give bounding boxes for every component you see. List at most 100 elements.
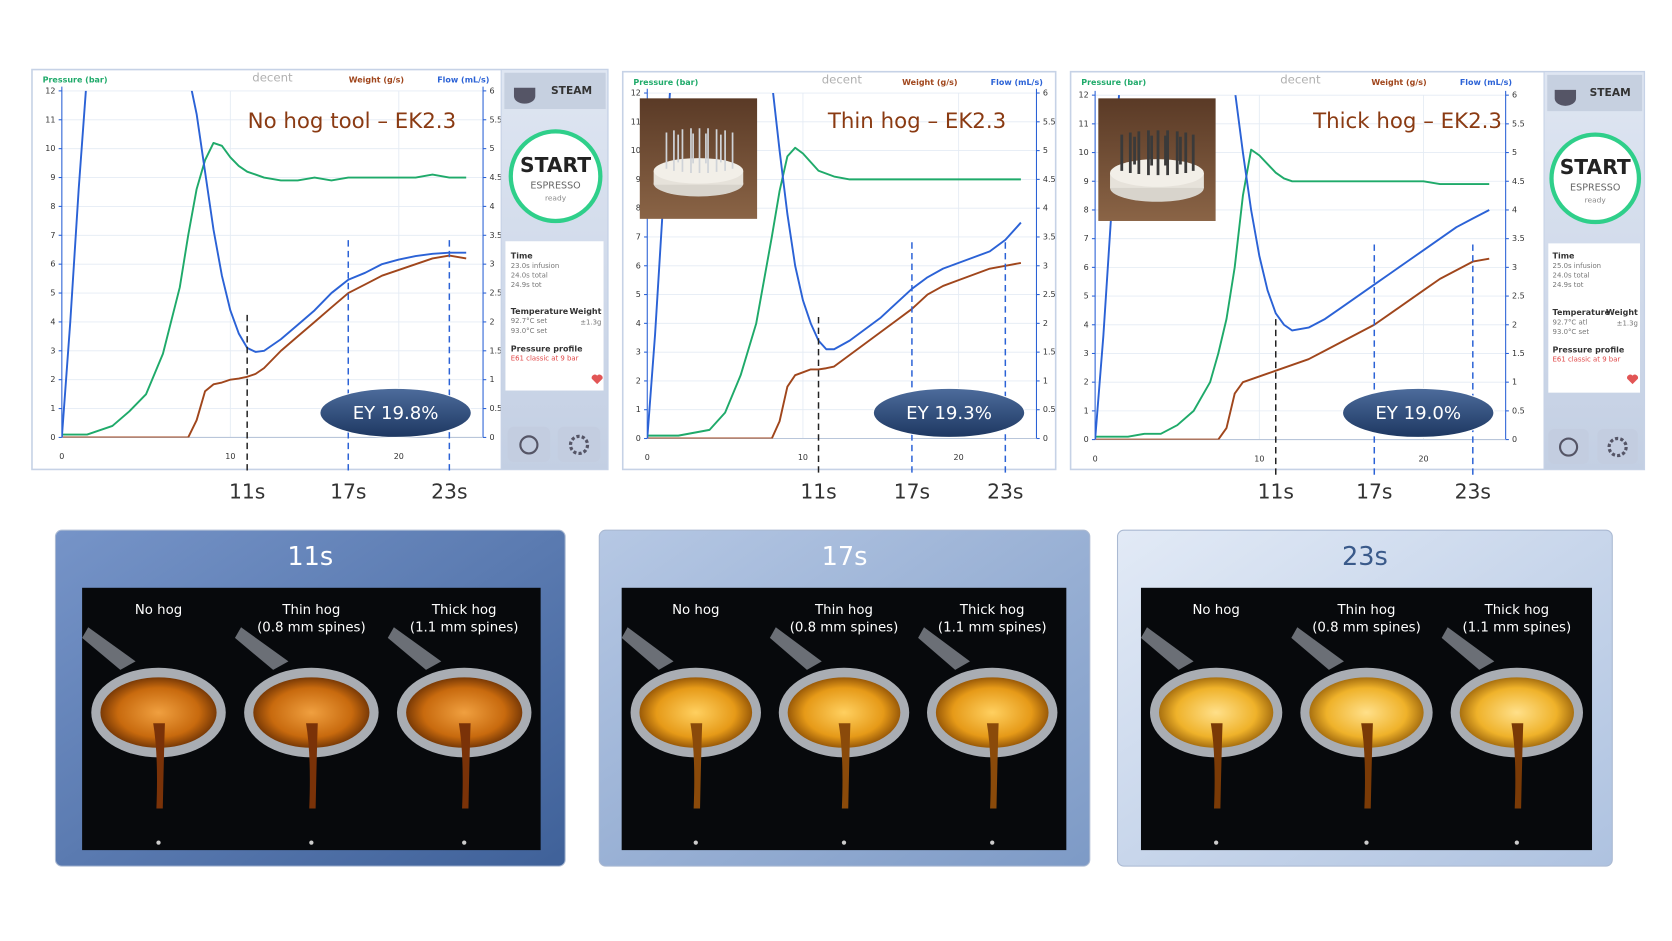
y2-tick-label: 0 [1512,435,1517,444]
stream [1361,723,1373,809]
cup-icon [513,87,536,104]
y-tick-label: 11 [631,117,641,126]
panel-title: 11s [287,542,333,572]
time-marker-label: 11s [1258,479,1294,503]
info-line: ±1.3g [1617,319,1638,327]
portafilter-handle [387,627,442,670]
y-tick-label: 4 [636,319,641,328]
start-label: START [520,153,591,177]
crema [935,677,1049,748]
start-button[interactable] [1549,132,1642,225]
y-tick-label: 7 [636,232,641,241]
stream [1511,723,1524,809]
legend-label: Flow (mL/s) [991,78,1043,87]
series-line [647,146,1021,437]
info-line: 92.7°C atl [1553,318,1588,326]
x-tick-label: 0 [1093,454,1098,463]
ey-label: EY 19.3% [906,403,992,424]
info-line: 93.0°C set [1553,328,1590,336]
y-tick-label: 3 [1084,349,1089,358]
start-button[interactable] [508,129,603,224]
y2-tick-label: 4 [489,202,494,211]
chart-title: No hog tool – EK2.3 [248,109,457,134]
legend-label: Pressure (bar) [1081,78,1146,87]
y2-tick-label: 3 [1512,263,1517,272]
series-line [647,261,1022,439]
portafilter-handle [1291,627,1344,670]
plots: 012345678910111200.511.522.533.544.555.5… [43,71,1525,504]
info-box [1548,243,1641,393]
y2-tick-label: 5.5 [1043,117,1056,126]
ey-badge [319,387,472,438]
crema [100,677,217,748]
y-tick-label: 8 [50,202,55,211]
y-tick-label: 8 [636,204,641,213]
y-tick-label: 10 [45,144,55,153]
info-line: 24.9s tot [511,281,542,289]
photo-caption-sub: (1.1 mm spines) [1463,620,1572,635]
portafilter-handle [1140,627,1194,670]
crema [253,677,370,748]
y-tick-label: 5 [1084,292,1089,301]
y-tick-label: 12 [1079,91,1089,100]
y2-tick-label: 3.5 [1043,232,1056,241]
y-tick-label: 5 [636,290,641,299]
x-tick-label: 10 [1254,454,1264,463]
info-line: 23.0s infusion [511,262,560,270]
series-line [1095,148,1490,438]
y2-tick-label: 4 [1512,205,1517,214]
crema [406,677,523,748]
heart-icon [1627,374,1639,385]
chart-title: Thin hog – EK2.3 [827,109,1006,134]
power-button[interactable] [1548,428,1589,465]
info-line: E61 classic at 9 bar [511,355,579,363]
cup-rim [156,840,161,845]
x-tick-label: 20 [1418,454,1428,463]
y2-tick-label: 2 [1043,319,1048,328]
cup-rim [309,840,314,845]
stream [1210,723,1223,809]
cup-rim [462,840,467,845]
settings-button[interactable] [557,426,601,462]
info-line: 24.9s tot [1553,281,1584,289]
portafilter-handle [918,627,970,670]
info-line: 24.0s total [1553,271,1590,279]
watermark: decent [252,71,293,85]
power-button[interactable] [507,426,551,462]
photo-caption: Thin hog [1337,603,1396,618]
y2-tick-label: 3 [489,260,494,269]
stream [458,723,471,809]
heart-icon [591,374,603,385]
info-title: Weight [1606,308,1638,317]
mode-label: ESPRESSO [530,180,580,191]
ey-badge [872,387,1026,438]
y2-tick-label: 0 [489,433,494,442]
portafilter-handle [1441,627,1495,670]
info-line: E61 classic at 9 bar [1553,356,1621,364]
y2-tick-label: 1.5 [1043,348,1056,357]
photo-panel: 11s No hog Thin hog (0.8 mm spines) Thick ho… [54,529,566,867]
ey-label: EY 19.0% [1375,403,1461,424]
series-line [61,141,467,436]
portafilter-handle [769,627,822,670]
y-tick-label: 7 [50,231,55,240]
stream [690,723,703,809]
y2-tick-label: 0.5 [1512,406,1525,415]
steam-label: STEAM [551,84,592,97]
mode-label: ESPRESSO [1570,182,1620,193]
panel-title: 17s [822,542,868,572]
y2-tick-label: 0.5 [1043,405,1056,414]
watermark: decent [1280,73,1321,87]
cup-rim [1214,840,1219,845]
stream [986,723,999,809]
settings-button[interactable] [1597,428,1638,465]
y-tick-label: 11 [45,115,55,124]
time-marker-label: 23s [987,479,1023,503]
chart-title: Thick hog – EK2.3 [1312,109,1502,134]
y-tick-label: 6 [50,260,55,269]
y-tick-label: 5 [50,289,55,298]
time-marker-label: 17s [330,479,366,503]
y-tick-label: 2 [50,375,55,384]
gear-icon [568,434,590,456]
